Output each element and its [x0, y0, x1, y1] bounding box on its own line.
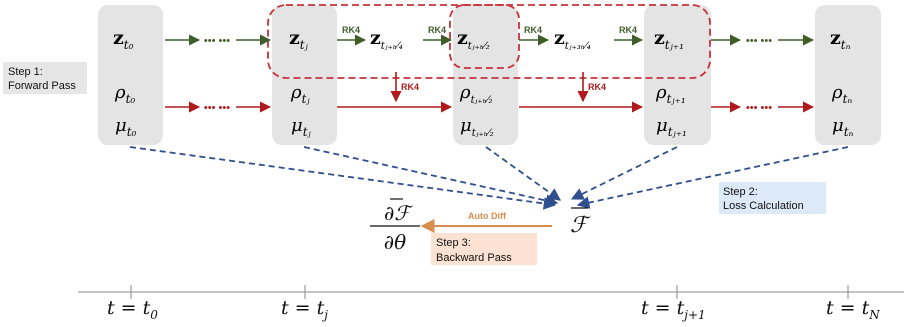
timeline-label-tj1: t = tj+1 — [641, 297, 706, 322]
step2-line2: Loss Calculation — [723, 200, 804, 212]
timeline-label-tj: t = tj — [281, 297, 328, 322]
rk4-label-3: RK4 — [524, 25, 542, 35]
state-box-tN — [815, 5, 881, 145]
param-ellipsis-right: ••• ••• — [746, 102, 772, 114]
loss-arrow-tN — [576, 146, 849, 209]
loss-arrow-t0 — [129, 146, 557, 210]
step2-box — [719, 182, 826, 214]
rho-tj1: ρtⱼ₊₁ — [655, 82, 686, 106]
loss-symbol: ℱ — [570, 213, 591, 238]
z-t0: zt₀ — [113, 27, 134, 52]
z-ellipsis-right: ••• ••• — [746, 35, 772, 47]
mu-tN: μtₙ — [832, 115, 854, 139]
timeline-label-tN: t = tN — [826, 297, 880, 322]
grad-numerator: ∂ℱ — [384, 201, 413, 225]
step3-box — [431, 233, 537, 265]
z-tj1: ztⱼ₊₁ — [654, 27, 684, 52]
mu-tj1: μtⱼ₊₁ — [656, 115, 687, 139]
rk4-down-label-1: RK4 — [401, 82, 419, 92]
z-tj: ztⱼ — [289, 27, 309, 52]
param-ellipsis-left: ••• ••• — [204, 102, 230, 114]
rk4-label-4: RK4 — [619, 25, 637, 35]
step1-line2: Forward Pass — [8, 80, 76, 92]
mu-tj: μtⱼ — [291, 115, 312, 139]
rk4-label-1: RK4 — [342, 25, 360, 35]
z-tN: ztₙ — [830, 27, 851, 52]
rho-t0: ρt₀ — [114, 82, 135, 106]
step3-line1: Step 3: — [436, 237, 471, 249]
rho-tj-h2: ρtⱼ₊ₕ⁄₂ — [459, 82, 493, 106]
z-tj-3h4: ztⱼ₊₃ₕ⁄₄ — [554, 27, 591, 52]
state-box-tj1 — [644, 5, 711, 145]
rk4-down-label-2: RK4 — [588, 82, 606, 92]
mu-tj-h2: μtⱼ₊ₕ⁄₂ — [460, 115, 494, 139]
step2-line1: Step 2: — [723, 186, 758, 198]
z-tj-h2: ztⱼ₊ₕ⁄₂ — [457, 27, 490, 52]
loss-arrow-tjh2 — [485, 146, 562, 201]
state-box-tjh2 — [453, 5, 518, 145]
grad-denominator: ∂θ — [384, 230, 406, 254]
z-ellipsis-left: ••• ••• — [204, 35, 230, 47]
z-tj-h4: ztⱼ₊ₕ⁄₄ — [370, 27, 403, 52]
loss-arrow-tj1 — [570, 146, 678, 200]
step1-box — [3, 62, 87, 94]
mu-t0: μt₀ — [115, 115, 137, 139]
timeline-label-t0: t = t0 — [107, 297, 158, 322]
rho-tj: ρtⱼ — [290, 82, 310, 106]
step3-line2: Backward Pass — [436, 252, 512, 264]
state-box-tj — [272, 5, 337, 145]
rho-tN: ρtₙ — [831, 82, 852, 106]
auto-diff-label: Auto Diff — [468, 211, 507, 221]
loss-arrow-tj — [303, 146, 559, 207]
state-box-t0 — [98, 5, 163, 145]
step1-line1: Step 1: — [8, 66, 43, 78]
rk4-label-2: RK4 — [428, 25, 446, 35]
